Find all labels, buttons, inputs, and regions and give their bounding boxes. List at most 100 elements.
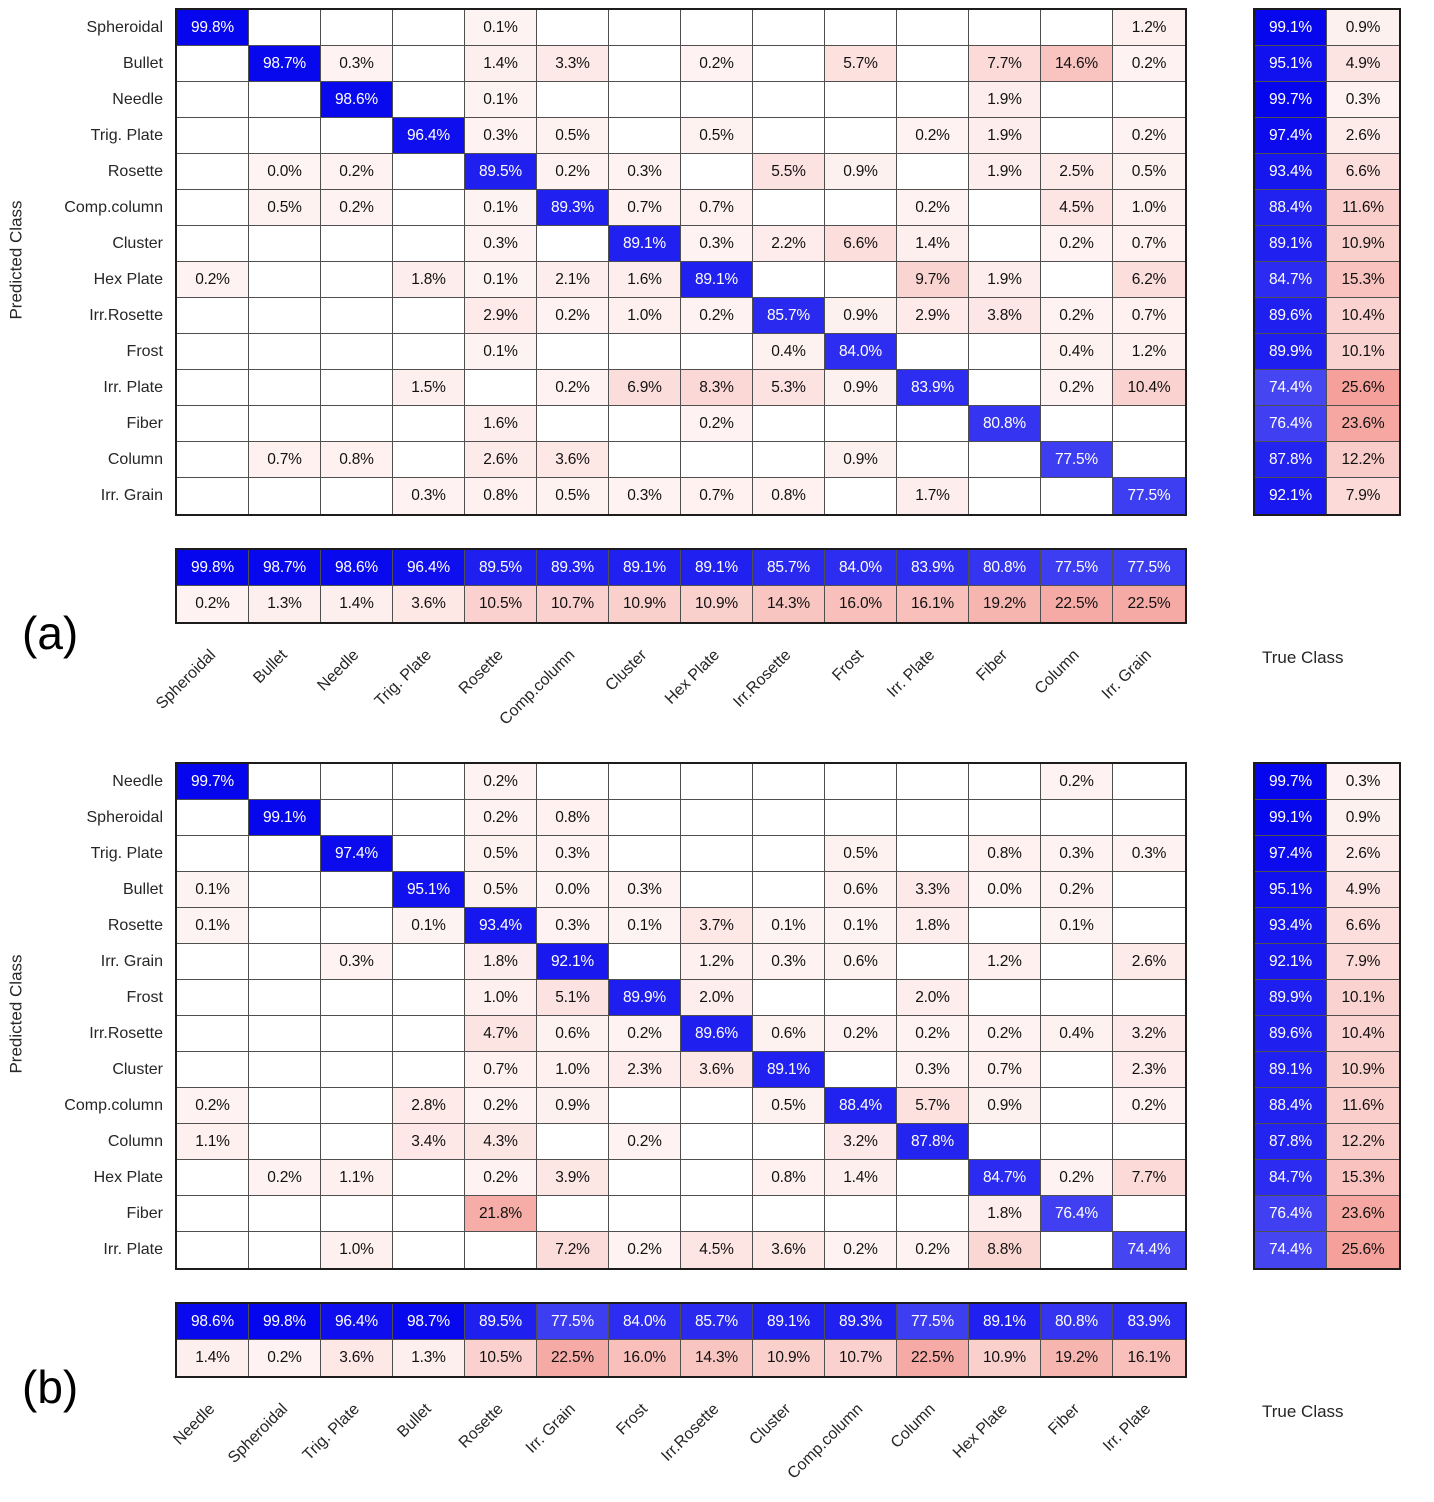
matrix-cell: 0.2% xyxy=(897,118,969,154)
matrix-cell xyxy=(177,154,249,190)
matrix-cell xyxy=(609,334,681,370)
matrix-cell: 1.8% xyxy=(393,262,465,298)
matrix-cell: 1.7% xyxy=(897,478,969,514)
matrix-cell: 98.6% xyxy=(321,82,393,118)
row-summary-cell: 87.8% xyxy=(1255,442,1327,478)
matrix-cell xyxy=(681,800,753,836)
column-summary-cell: 22.5% xyxy=(537,1340,609,1376)
matrix-cell xyxy=(897,1160,969,1196)
column-summary-cell: 99.8% xyxy=(249,1304,321,1340)
row-summary-cell: 76.4% xyxy=(1255,406,1327,442)
row-summary-cell: 84.7% xyxy=(1255,1160,1327,1196)
matrix-cell: 77.5% xyxy=(1113,478,1185,514)
matrix-cell xyxy=(393,190,465,226)
matrix-cell: 1.0% xyxy=(321,1232,393,1268)
matrix-cell: 1.1% xyxy=(321,1160,393,1196)
x-label: Irr. Plate xyxy=(884,646,939,701)
matrix-cell xyxy=(897,154,969,190)
matrix-cell xyxy=(249,980,321,1016)
matrix-cell xyxy=(249,478,321,514)
row-summary-cell: 10.4% xyxy=(1327,1016,1399,1052)
matrix-cell: 0.2% xyxy=(1113,1088,1185,1124)
matrix-cell xyxy=(177,442,249,478)
matrix-cell xyxy=(753,836,825,872)
matrix-cell: 0.5% xyxy=(681,118,753,154)
matrix-cell xyxy=(177,980,249,1016)
matrix-cell xyxy=(321,872,393,908)
matrix-cell xyxy=(825,10,897,46)
column-summary-cell: 80.8% xyxy=(1041,1304,1113,1340)
row-label: Comp.column xyxy=(64,1097,163,1114)
x-label: Comp.column xyxy=(784,1400,867,1483)
matrix-cell: 0.1% xyxy=(393,908,465,944)
matrix-cell xyxy=(393,764,465,800)
row-label: Needle xyxy=(112,91,163,108)
row-label: Column xyxy=(107,451,163,468)
column-summary-cell: 22.5% xyxy=(1113,586,1185,622)
matrix-cell xyxy=(969,442,1041,478)
matrix-cell: 0.3% xyxy=(609,872,681,908)
x-label: Irr.Rosette xyxy=(658,1400,723,1465)
matrix-cell xyxy=(897,10,969,46)
column-summary-cell: 14.3% xyxy=(753,586,825,622)
matrix-cell xyxy=(681,872,753,908)
matrix-cell: 6.9% xyxy=(609,370,681,406)
matrix-cell: 0.9% xyxy=(825,370,897,406)
row-summary-cell: 25.6% xyxy=(1327,370,1399,406)
row-label: Column xyxy=(107,1133,163,1150)
column-summary-cell: 77.5% xyxy=(1041,550,1113,586)
matrix-cell: 0.1% xyxy=(465,190,537,226)
x-axis-title: True Class xyxy=(1262,648,1344,667)
matrix-cell: 0.1% xyxy=(1041,908,1113,944)
matrix-cell: 0.8% xyxy=(969,836,1041,872)
matrix-cell: 5.5% xyxy=(753,154,825,190)
matrix-cell: 5.7% xyxy=(897,1088,969,1124)
matrix-cell: 0.3% xyxy=(537,836,609,872)
matrix-cell: 0.2% xyxy=(1113,118,1185,154)
row-label: Trig. Plate xyxy=(90,127,163,144)
matrix-cell xyxy=(537,334,609,370)
matrix-cell: 0.8% xyxy=(321,442,393,478)
matrix-cell xyxy=(825,1196,897,1232)
matrix-cell: 0.3% xyxy=(321,46,393,82)
matrix-cell xyxy=(969,190,1041,226)
matrix-cell xyxy=(1113,764,1185,800)
matrix-cell xyxy=(753,46,825,82)
x-label: Bullet xyxy=(394,1400,435,1441)
matrix-cell: 0.3% xyxy=(609,478,681,514)
row-label: Bullet xyxy=(122,881,163,898)
row-summary-cell: 97.4% xyxy=(1255,118,1327,154)
row-label: Needle xyxy=(112,773,163,790)
matrix-cell: 0.8% xyxy=(537,800,609,836)
matrix-cell xyxy=(897,836,969,872)
matrix-cell xyxy=(177,800,249,836)
matrix-cell xyxy=(321,800,393,836)
matrix-cell xyxy=(537,1196,609,1232)
matrix-cell: 2.0% xyxy=(897,980,969,1016)
row-summary-cell: 84.7% xyxy=(1255,262,1327,298)
matrix-cell: 74.4% xyxy=(1113,1232,1185,1268)
row-summary-cell: 0.9% xyxy=(1327,800,1399,836)
matrix-cell xyxy=(969,980,1041,1016)
column-summary-cell: 10.9% xyxy=(609,586,681,622)
column-summary-cell: 89.5% xyxy=(465,550,537,586)
matrix-cell xyxy=(681,1088,753,1124)
matrix-cell xyxy=(753,442,825,478)
matrix-cell: 0.2% xyxy=(1041,298,1113,334)
column-summary-cell: 10.9% xyxy=(681,586,753,622)
matrix-cell: 0.3% xyxy=(1113,836,1185,872)
matrix-cell: 2.8% xyxy=(393,1088,465,1124)
matrix-cell xyxy=(897,1196,969,1232)
row-label: Irr.Rosette xyxy=(89,307,163,324)
matrix-cell: 2.6% xyxy=(465,442,537,478)
matrix-cell xyxy=(753,118,825,154)
matrix-cell: 0.1% xyxy=(177,908,249,944)
column-summary-cell: 22.5% xyxy=(897,1340,969,1376)
matrix-cell xyxy=(249,872,321,908)
matrix-cell: 2.3% xyxy=(1113,1052,1185,1088)
column-summary-cell: 96.4% xyxy=(393,550,465,586)
matrix-cell: 89.1% xyxy=(609,226,681,262)
row-summary-cell: 95.1% xyxy=(1255,872,1327,908)
row-label: Bullet xyxy=(122,55,163,72)
matrix-cell xyxy=(537,764,609,800)
